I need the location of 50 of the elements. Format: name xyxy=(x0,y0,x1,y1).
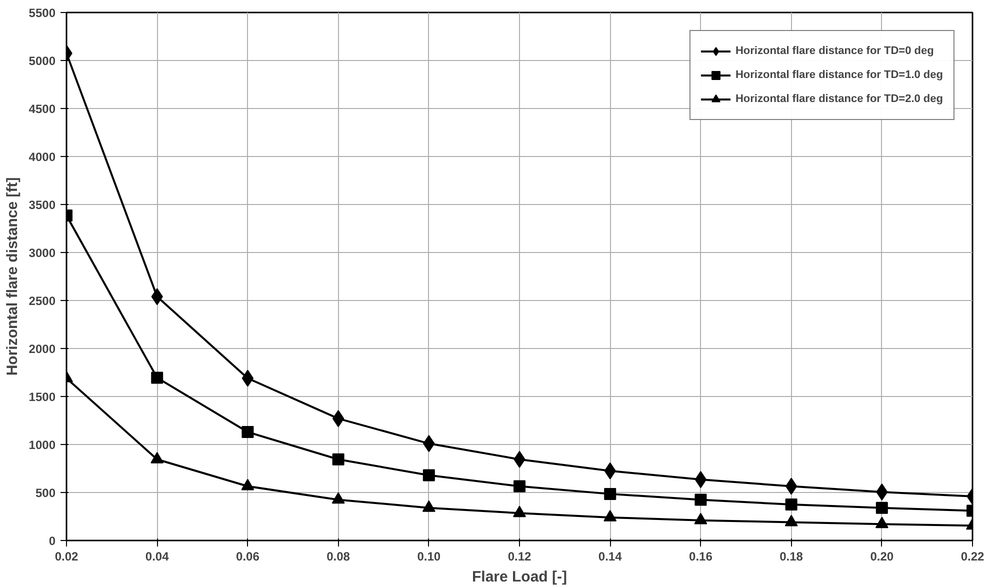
point xyxy=(332,410,344,428)
y-tick-label: 1000 xyxy=(28,438,56,452)
y-tick-label: 5500 xyxy=(28,6,56,20)
y-tick-label: 4000 xyxy=(28,150,56,164)
point xyxy=(784,514,798,526)
point xyxy=(332,453,344,466)
x-tick-label: 0.06 xyxy=(236,550,260,564)
point xyxy=(151,372,164,384)
point xyxy=(875,516,888,528)
y-tick-label: 0 xyxy=(48,534,56,548)
point xyxy=(785,498,798,510)
y-tick-label: 3000 xyxy=(28,246,56,260)
x-tick-label: 0.10 xyxy=(417,550,441,564)
y-tick-label: 500 xyxy=(35,486,56,500)
point xyxy=(242,426,254,438)
x-tick-label: 0.16 xyxy=(689,550,713,564)
legend-label: Horizontal flare distance for TD=2.0 deg xyxy=(735,93,943,105)
point xyxy=(604,510,617,522)
x-tick-label: 0.18 xyxy=(780,550,804,564)
point xyxy=(514,480,526,492)
point xyxy=(513,506,526,518)
point xyxy=(604,488,616,500)
legend-label: Horizontal flare distance for TD=1.0 deg xyxy=(735,69,943,81)
point xyxy=(694,512,708,524)
y-tick-label: 3500 xyxy=(28,198,56,212)
y-tick-label: 5000 xyxy=(28,54,56,68)
point xyxy=(422,469,435,482)
point xyxy=(694,471,707,488)
x-axis-title: Flare Load [-] xyxy=(472,568,568,586)
point xyxy=(876,502,888,514)
x-tick-label: 0.22 xyxy=(960,550,985,564)
x-tick-label: 0.12 xyxy=(508,550,532,564)
point xyxy=(332,492,345,504)
point xyxy=(150,452,164,464)
point xyxy=(241,478,254,490)
x-tick-label: 0.02 xyxy=(54,550,79,564)
y-tick-label: 2500 xyxy=(28,294,56,308)
point xyxy=(694,494,707,506)
y-tick-label: 2000 xyxy=(28,342,56,356)
point xyxy=(785,478,798,495)
point xyxy=(422,500,436,512)
x-tick-label: 0.14 xyxy=(598,550,622,564)
y-tick-label: 4500 xyxy=(28,102,56,116)
y-axis-title: Horizontal flare distance [ft] xyxy=(4,177,21,376)
legend-label: Horizontal flare distance for TD=0 deg xyxy=(735,45,934,57)
x-tick-label: 0.20 xyxy=(870,550,894,564)
point xyxy=(242,370,254,387)
y-tick-label: 1500 xyxy=(28,390,56,404)
x-tick-label: 0.08 xyxy=(326,550,350,564)
x-tick-label: 0.04 xyxy=(145,550,170,564)
